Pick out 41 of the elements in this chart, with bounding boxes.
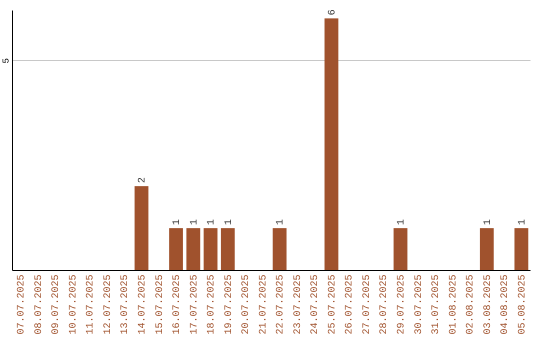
y-tick-label: 5 <box>2 58 12 64</box>
x-tick-label: 21.07.2025 <box>258 274 270 335</box>
x-tick-label: 20.07.2025 <box>241 274 252 335</box>
x-tick-label: 22.07.2025 <box>276 274 287 335</box>
data-label: 1 <box>482 219 494 226</box>
x-tick-label: 25.07.2025 <box>327 274 338 335</box>
x-tick-label: 23.07.2025 <box>292 274 304 335</box>
x-tick-label: 30.07.2025 <box>414 274 425 335</box>
x-tick-label: 10.07.2025 <box>68 274 80 335</box>
x-tick-label: 03.08.2025 <box>482 274 494 335</box>
x-tick-label: 09.07.2025 <box>51 274 62 335</box>
x-tick-label: 01.08.2025 <box>448 274 460 335</box>
x-tick-label: 04.08.2025 <box>500 274 512 335</box>
data-label: 2 <box>138 177 148 184</box>
x-tick-label: 02.08.2025 <box>466 274 477 335</box>
x-tick-label: 08.07.2025 <box>34 274 45 335</box>
x-tick-label: 17.07.2025 <box>189 274 200 335</box>
x-tick-label: 13.07.2025 <box>120 274 132 335</box>
data-label: 1 <box>224 219 235 226</box>
x-tick-label: 27.07.2025 <box>362 274 373 335</box>
data-label: 1 <box>396 219 408 226</box>
x-tick-label: 26.07.2025 <box>344 274 356 335</box>
data-label: 1 <box>206 219 218 226</box>
x-tick-label: 16.07.2025 <box>172 274 184 335</box>
x-tick-label: 24.07.2025 <box>310 274 322 335</box>
x-tick-label: 18.07.2025 <box>206 274 218 335</box>
x-tick-label: 31.07.2025 <box>431 274 442 335</box>
x-tick-label: 11.07.2025 <box>86 274 97 335</box>
data-label: 1 <box>172 219 184 226</box>
x-tick-label: 12.07.2025 <box>102 274 114 335</box>
data-label: 1 <box>517 219 528 226</box>
x-tick-label: 29.07.2025 <box>396 274 408 335</box>
x-tick-label: 05.08.2025 <box>517 274 528 335</box>
x-tick-label: 07.07.2025 <box>16 274 28 335</box>
data-label: 1 <box>276 219 287 226</box>
data-label: 6 <box>327 9 338 16</box>
x-tick-label: 14.07.2025 <box>138 274 148 335</box>
x-tick-label: 19.07.2025 <box>224 274 235 335</box>
x-tick-label: 28.07.2025 <box>379 274 390 335</box>
x-tick-label: 15.07.2025 <box>154 274 166 335</box>
data-label: 1 <box>189 219 200 226</box>
